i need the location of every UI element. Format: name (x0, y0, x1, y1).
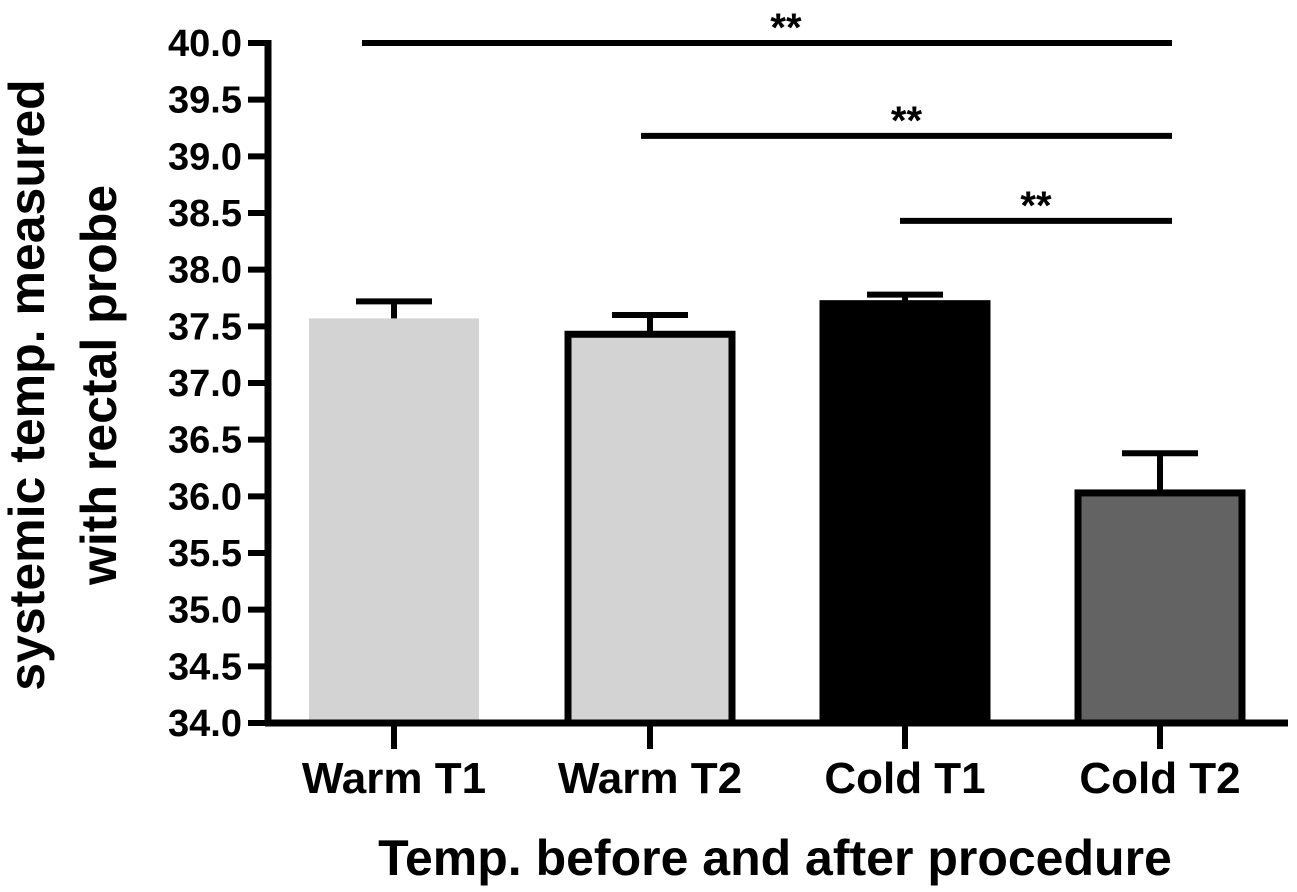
y-tick-label: 37.5 (168, 306, 242, 348)
axes (264, 40, 1288, 749)
y-axis-title-line-2: with rectal probe (71, 185, 127, 586)
bar-2 (564, 330, 736, 727)
y-tick-label: 35.5 (168, 533, 242, 575)
bar-1 (309, 318, 479, 723)
y-tick-label: 37.0 (168, 363, 242, 405)
y-tick-label: 40.0 (168, 23, 242, 65)
y-tick-label: 38.5 (168, 193, 242, 235)
y-tick-label: 34.5 (168, 646, 242, 688)
y-tick-label: 39.0 (168, 136, 242, 178)
significance-label: ** (1020, 184, 1052, 228)
error-bars (356, 291, 1198, 493)
x-category-label: Cold T2 (1079, 754, 1240, 803)
x-axis-title: Temp. before and after procedure (378, 830, 1172, 886)
y-tick-label: 39.5 (168, 80, 242, 122)
y-axis-title: systemic temp. measured with rectal prob… (0, 79, 127, 690)
x-axis-categories: Warm T1 Warm T2 Cold T1 Cold T2 (302, 754, 1241, 803)
x-category-label: Cold T1 (824, 754, 985, 803)
y-tick-label: 36.5 (168, 420, 242, 462)
x-category-label: Warm T1 (302, 754, 486, 803)
significance-label: ** (770, 6, 802, 50)
x-category-label: Warm T2 (558, 754, 742, 803)
significance-annotations: ** ** ** (362, 6, 1172, 228)
y-tick-label: 35.0 (168, 590, 242, 632)
y-tick-label: 34.0 (168, 703, 242, 745)
significance-label: ** (891, 99, 923, 143)
bars (309, 300, 1246, 727)
y-axis-title-line-1: systemic temp. measured (0, 79, 55, 690)
bar-3 (819, 300, 991, 727)
bar-4 (1074, 489, 1246, 727)
y-axis-ticks: 34.0 34.5 35.0 35.5 36.0 36.5 37.0 37.5 38.0 38.5… (168, 23, 268, 745)
y-tick-label: 38.0 (168, 250, 242, 292)
y-tick-label: 36.0 (168, 476, 242, 518)
